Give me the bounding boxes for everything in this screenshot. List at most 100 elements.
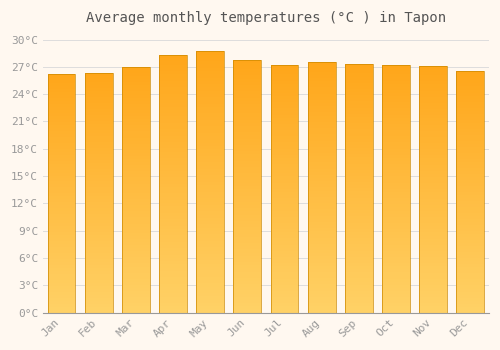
Bar — [345, 266, 373, 269]
Bar — [270, 114, 298, 118]
Bar — [308, 97, 336, 100]
Bar — [85, 79, 112, 82]
Bar — [85, 226, 112, 229]
Bar — [382, 124, 410, 127]
Bar — [419, 195, 447, 198]
Bar — [159, 152, 187, 155]
Bar — [85, 187, 112, 190]
Bar — [419, 88, 447, 91]
Bar — [159, 174, 187, 177]
Bar — [382, 248, 410, 251]
Bar — [234, 233, 262, 237]
Bar — [122, 193, 150, 196]
Bar — [122, 159, 150, 162]
Bar — [196, 175, 224, 179]
Bar — [48, 184, 76, 188]
Bar — [419, 81, 447, 84]
Bar — [48, 217, 76, 220]
Bar — [48, 74, 76, 313]
Bar — [270, 84, 298, 87]
Bar — [234, 180, 262, 183]
Bar — [270, 96, 298, 99]
Bar — [196, 84, 224, 87]
Bar — [419, 232, 447, 236]
Bar — [48, 122, 76, 125]
Bar — [159, 142, 187, 145]
Bar — [270, 192, 298, 195]
Bar — [48, 104, 76, 107]
Bar — [122, 171, 150, 174]
Bar — [270, 254, 298, 257]
Bar — [85, 298, 112, 301]
Bar — [48, 92, 76, 95]
Bar — [122, 88, 150, 91]
Bar — [159, 293, 187, 296]
Bar — [456, 195, 484, 198]
Bar — [196, 71, 224, 74]
Bar — [234, 199, 262, 202]
Bar — [456, 252, 484, 256]
Bar — [85, 208, 112, 211]
Bar — [308, 62, 336, 313]
Bar — [48, 188, 76, 190]
Bar — [159, 139, 187, 142]
Bar — [456, 249, 484, 252]
Bar — [456, 228, 484, 231]
Bar — [308, 181, 336, 184]
Bar — [234, 193, 262, 196]
Bar — [308, 297, 336, 300]
Bar — [196, 58, 224, 61]
Bar — [308, 288, 336, 291]
Bar — [270, 307, 298, 309]
Bar — [234, 158, 262, 161]
Bar — [234, 183, 262, 186]
Bar — [270, 204, 298, 208]
Bar — [48, 244, 76, 247]
Bar — [159, 187, 187, 190]
Bar — [159, 242, 187, 245]
Bar — [345, 281, 373, 285]
Bar — [48, 152, 76, 155]
Bar — [85, 97, 112, 100]
Bar — [456, 107, 484, 111]
Bar — [196, 156, 224, 159]
Bar — [234, 82, 262, 85]
Bar — [382, 71, 410, 74]
Bar — [456, 219, 484, 222]
Bar — [382, 93, 410, 96]
Bar — [159, 94, 187, 97]
Bar — [382, 208, 410, 210]
Bar — [382, 84, 410, 87]
Bar — [234, 148, 262, 151]
Bar — [159, 177, 187, 181]
Bar — [345, 80, 373, 83]
Bar — [196, 136, 224, 140]
Bar — [345, 160, 373, 163]
Bar — [270, 279, 298, 282]
Bar — [382, 90, 410, 93]
Bar — [196, 117, 224, 120]
Bar — [419, 171, 447, 174]
Bar — [122, 273, 150, 276]
Bar — [85, 109, 112, 112]
Bar — [196, 87, 224, 91]
Bar — [345, 64, 373, 313]
Bar — [48, 77, 76, 80]
Bar — [382, 127, 410, 130]
Bar — [419, 75, 447, 78]
Bar — [85, 241, 112, 244]
Bar — [234, 69, 262, 72]
Bar — [196, 77, 224, 81]
Bar — [419, 279, 447, 282]
Bar — [419, 143, 447, 146]
Bar — [419, 131, 447, 134]
Bar — [382, 130, 410, 133]
Bar — [196, 218, 224, 221]
Bar — [48, 146, 76, 149]
Bar — [270, 127, 298, 130]
Bar — [122, 233, 150, 236]
Bar — [234, 290, 262, 294]
Bar — [159, 71, 187, 74]
Bar — [122, 79, 150, 82]
Bar — [345, 251, 373, 254]
